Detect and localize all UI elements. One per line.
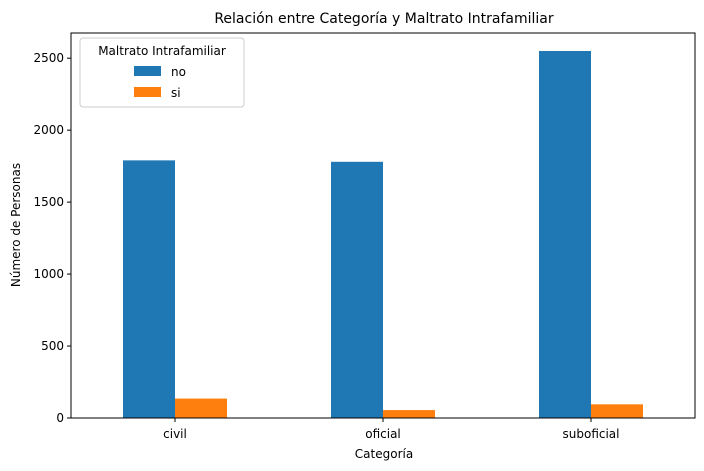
y-tick-label: 2000: [33, 123, 64, 137]
y-tick-label: 500: [41, 339, 64, 353]
y-tick-label: 2500: [33, 51, 64, 65]
y-axis-label: Número de Personas: [9, 163, 23, 287]
y-tick-label: 1000: [33, 267, 64, 281]
legend-title: Maltrato Intrafamiliar: [98, 44, 226, 58]
legend-swatch-si: [134, 87, 161, 97]
bar-no-oficial: [331, 161, 383, 418]
y-tick-label: 1500: [33, 195, 64, 209]
y-tick-label: 0: [56, 411, 64, 425]
x-axis-ticks: civil oficial suboficial: [163, 418, 620, 441]
legend-swatch-no: [134, 66, 161, 76]
bar-no-civil: [123, 160, 175, 418]
bar-si-oficial: [383, 410, 435, 418]
legend: Maltrato Intrafamiliar no si: [79, 37, 245, 108]
x-axis-label: Categoría: [355, 447, 413, 461]
x-tick-label: civil: [163, 427, 187, 441]
x-tick-label: suboficial: [563, 427, 620, 441]
legend-label-no: no: [171, 65, 186, 79]
x-tick-label: oficial: [365, 427, 401, 441]
bar-si-civil: [175, 398, 227, 418]
legend-frame: [79, 37, 245, 108]
legend-label-si: si: [171, 86, 181, 100]
y-axis-ticks: 0 500 1000 1500 2000 2500: [33, 51, 71, 425]
chart-title: Relación entre Categoría y Maltrato Intr…: [214, 11, 554, 27]
bar-si-suboficial: [591, 404, 643, 418]
bar-no-suboficial: [539, 50, 591, 419]
